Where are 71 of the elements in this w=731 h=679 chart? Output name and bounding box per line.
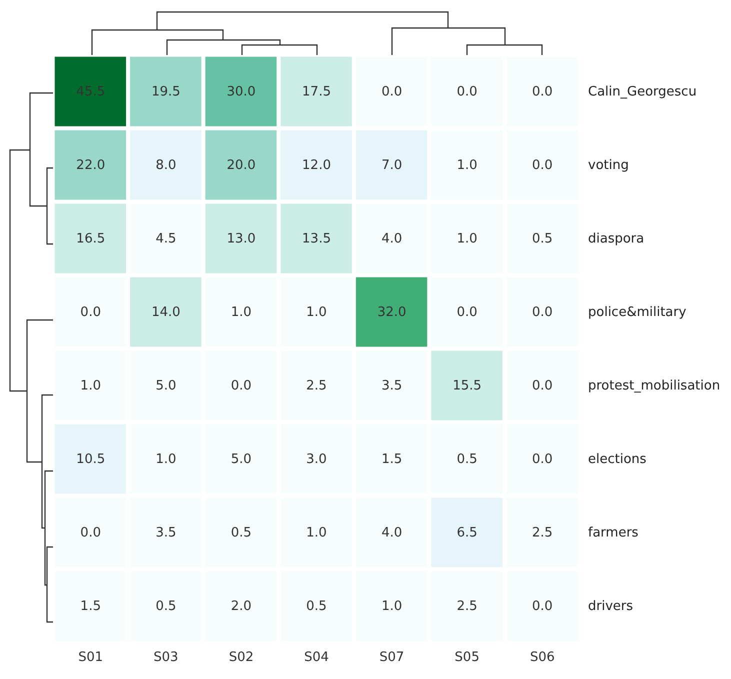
data-label: 1.0 (381, 598, 402, 614)
data-label: 20.0 (226, 158, 256, 173)
y-tick-label: voting (588, 158, 629, 173)
data-label: 0.0 (456, 304, 478, 320)
data-label: 0.0 (80, 525, 101, 540)
x-tick-label: S05 (454, 650, 480, 665)
data-label: 1.0 (306, 525, 327, 540)
data-label: 0.0 (532, 158, 553, 173)
data-label: 5.0 (156, 378, 176, 394)
data-label: 8.0 (156, 158, 176, 173)
y-tick-label: protest_mobilisation (588, 378, 720, 394)
y-tick-label: police&military (588, 304, 687, 320)
data-label: 1.0 (456, 158, 478, 173)
data-label: 15.5 (452, 378, 482, 394)
data-label: 1.0 (456, 231, 478, 246)
data-label: 1.5 (80, 598, 101, 614)
data-label: 0.5 (532, 231, 553, 246)
data-label: 3.5 (156, 525, 176, 540)
data-label: 10.5 (76, 452, 106, 467)
data-label: 16.5 (76, 231, 106, 246)
x-tick-label: S06 (530, 650, 555, 665)
data-label: 14.0 (151, 304, 180, 320)
data-label: 0.0 (532, 378, 553, 394)
data-label: 5.0 (230, 452, 252, 467)
data-label: 0.0 (456, 84, 478, 100)
y-tick-label: Calin_Georgescu (588, 84, 697, 100)
data-label: 3.5 (381, 378, 402, 394)
y-tick-label: drivers (588, 598, 634, 614)
data-label: 22.0 (76, 158, 106, 173)
data-label: 2.5 (532, 525, 553, 540)
data-label: 0.5 (230, 525, 252, 540)
data-label: 12.0 (302, 158, 331, 173)
data-label: 0.5 (306, 598, 327, 614)
data-label: 0.0 (532, 598, 553, 614)
data-label: 0.0 (80, 304, 101, 320)
y-tick-label: elections (588, 452, 647, 467)
x-tick-label: S07 (379, 650, 404, 665)
data-label: 1.0 (156, 452, 176, 467)
y-tick-label: diaspora (588, 231, 644, 246)
data-label: 3.0 (306, 452, 327, 467)
x-tick-label: S04 (304, 650, 329, 665)
y-tick-label: farmers (588, 525, 639, 540)
data-label: 1.0 (230, 304, 252, 320)
data-label: 0.5 (456, 452, 478, 467)
data-label: 4.0 (381, 525, 402, 540)
data-label: 2.0 (230, 598, 252, 614)
data-label: 0.0 (381, 84, 402, 100)
data-label: 32.0 (377, 304, 406, 320)
data-label: 0.0 (230, 378, 252, 394)
data-label: 17.5 (302, 84, 331, 100)
data-label: 19.5 (151, 84, 180, 100)
data-label: 0.0 (532, 304, 553, 320)
data-label: 0.0 (532, 84, 553, 100)
x-tick-label: S03 (154, 650, 178, 665)
data-label: 0.0 (532, 452, 553, 467)
data-label: 4.5 (156, 231, 176, 246)
x-tick-label: S02 (228, 650, 254, 665)
data-label: 1.0 (306, 304, 327, 320)
data-label: 7.0 (381, 158, 402, 173)
data-label: 1.0 (80, 378, 101, 394)
data-label: 2.5 (456, 598, 478, 614)
x-tick-label: S01 (78, 650, 104, 665)
data-label: 13.5 (302, 231, 331, 246)
data-label: 1.5 (381, 452, 402, 467)
data-label: 30.0 (226, 84, 256, 100)
data-label: 0.5 (156, 598, 176, 614)
data-label: 4.0 (381, 231, 402, 246)
data-label: 45.5 (76, 84, 106, 100)
data-label: 13.0 (226, 231, 256, 246)
data-label: 2.5 (306, 378, 327, 394)
data-label: 6.5 (456, 525, 478, 540)
